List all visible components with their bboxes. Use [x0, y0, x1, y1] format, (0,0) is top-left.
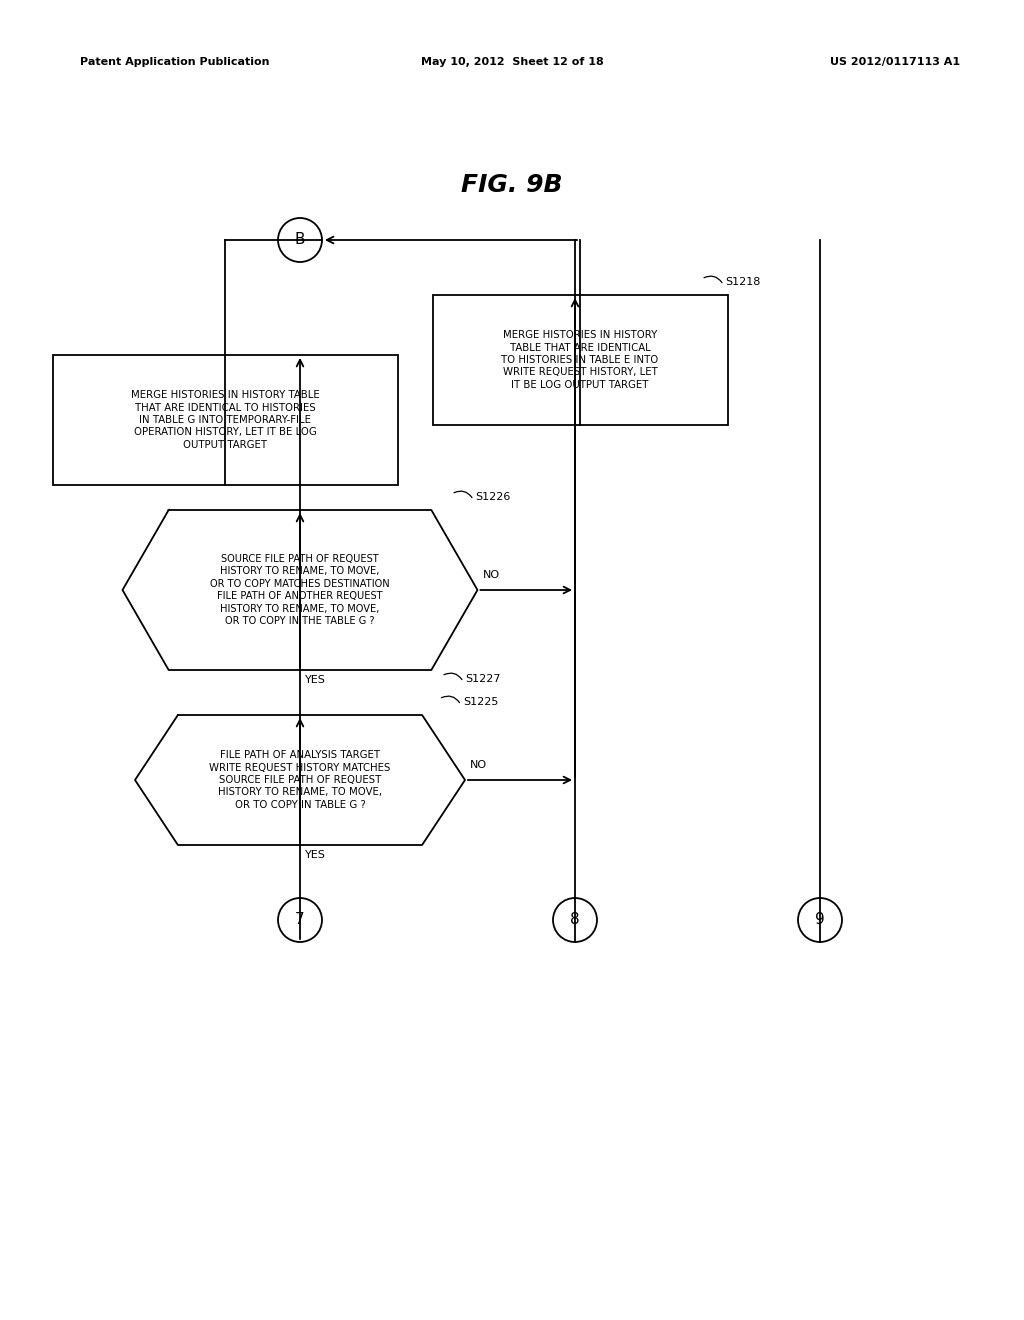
Text: Patent Application Publication: Patent Application Publication — [80, 57, 269, 67]
Text: SOURCE FILE PATH OF REQUEST
HISTORY TO RENAME, TO MOVE,
OR TO COPY MATCHES DESTI: SOURCE FILE PATH OF REQUEST HISTORY TO R… — [210, 554, 390, 626]
Text: S1227: S1227 — [466, 675, 501, 684]
Text: 9: 9 — [815, 912, 825, 928]
Text: MERGE HISTORIES IN HISTORY
TABLE THAT ARE IDENTICAL
TO HISTORIES IN TABLE E INTO: MERGE HISTORIES IN HISTORY TABLE THAT AR… — [502, 330, 658, 389]
Text: S1225: S1225 — [463, 697, 499, 708]
Text: 8: 8 — [570, 912, 580, 928]
Text: YES: YES — [305, 850, 326, 861]
Text: S1226: S1226 — [475, 492, 511, 502]
Text: B: B — [295, 232, 305, 248]
Text: NO: NO — [470, 760, 487, 770]
Bar — [432, 294, 727, 425]
Text: US 2012/0117113 A1: US 2012/0117113 A1 — [829, 57, 961, 67]
Text: YES: YES — [305, 675, 326, 685]
Text: MERGE HISTORIES IN HISTORY TABLE
THAT ARE IDENTICAL TO HISTORIES
IN TABLE G INTO: MERGE HISTORIES IN HISTORY TABLE THAT AR… — [131, 391, 319, 450]
Text: FILE PATH OF ANALYSIS TARGET
WRITE REQUEST HISTORY MATCHES
SOURCE FILE PATH OF R: FILE PATH OF ANALYSIS TARGET WRITE REQUE… — [209, 750, 391, 809]
Text: 7: 7 — [295, 912, 305, 928]
Text: FIG. 9B: FIG. 9B — [461, 173, 563, 197]
Text: NO: NO — [482, 570, 500, 579]
Text: May 10, 2012  Sheet 12 of 18: May 10, 2012 Sheet 12 of 18 — [421, 57, 603, 67]
Bar — [52, 355, 397, 484]
Text: S1218: S1218 — [725, 277, 761, 286]
